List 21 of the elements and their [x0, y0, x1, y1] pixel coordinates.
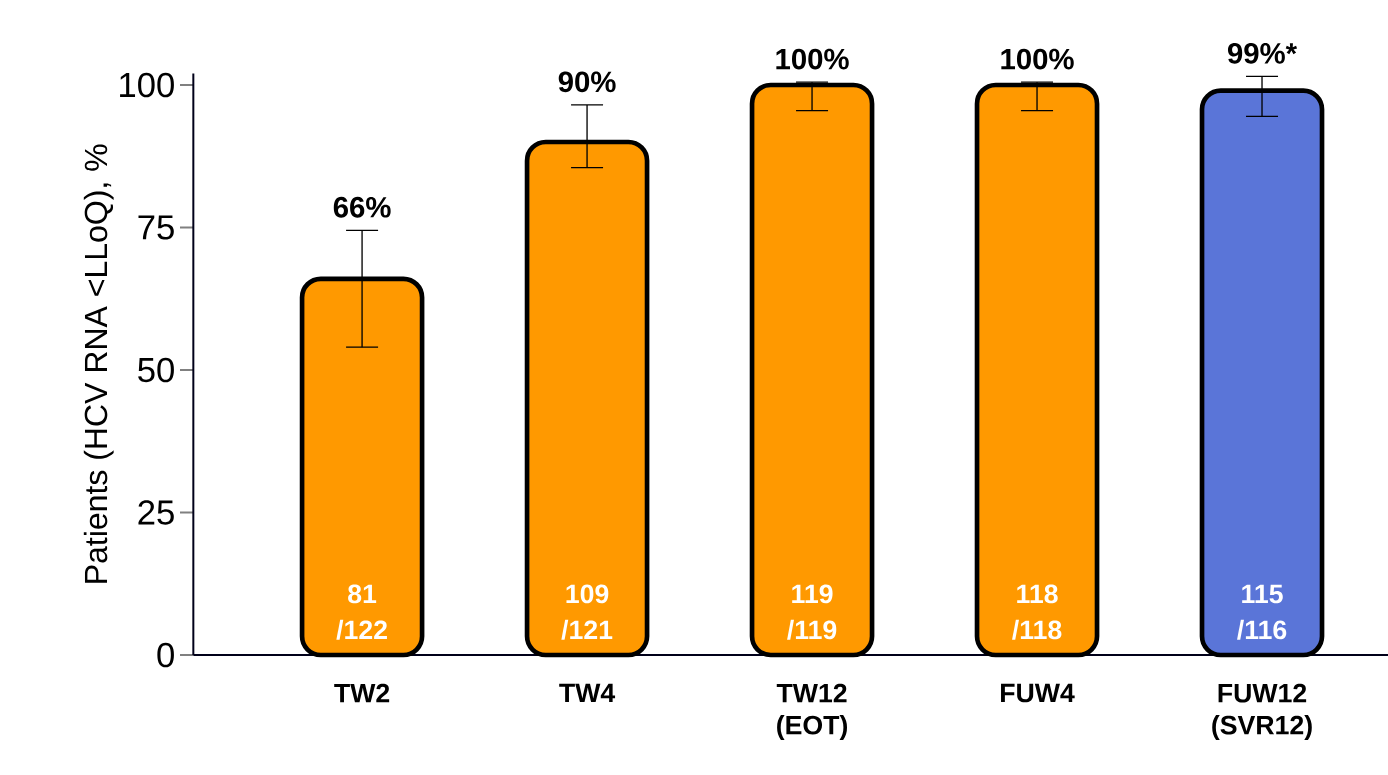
data-label: 100% [1001, 48, 1074, 70]
data-label: 90% [558, 71, 616, 93]
y-tick-label: 100 [120, 72, 174, 98]
annotation: 118 /118 [1012, 584, 1062, 640]
y-tick-label: 75 [138, 215, 174, 240]
x-tick-label: TW12 (EOT) [776, 683, 848, 740]
data-label: 99%* [1227, 42, 1298, 64]
annotation: 115 /116 [1237, 584, 1287, 640]
y-tick-label: 25 [138, 500, 174, 525]
y-tick-label: 50 [138, 357, 174, 383]
data-label: 100% [776, 48, 849, 70]
annotation: 119 /119 [787, 584, 837, 640]
annotation: 81 /122 [336, 584, 387, 640]
x-tick-label: TW2 [334, 683, 390, 703]
x-tick-label: FUW4 [1001, 683, 1075, 703]
x-tick-label: FUW12 (SVR12) [1212, 683, 1312, 740]
y-tick-label: 0 [157, 642, 174, 668]
data-label: 66% [333, 196, 391, 218]
x-tick-label: TW4 [559, 683, 616, 703]
annotation: 109 /121 [561, 584, 613, 640]
y-axis-title: Patients (HCV RNA <LLoQ), % [83, 144, 114, 583]
